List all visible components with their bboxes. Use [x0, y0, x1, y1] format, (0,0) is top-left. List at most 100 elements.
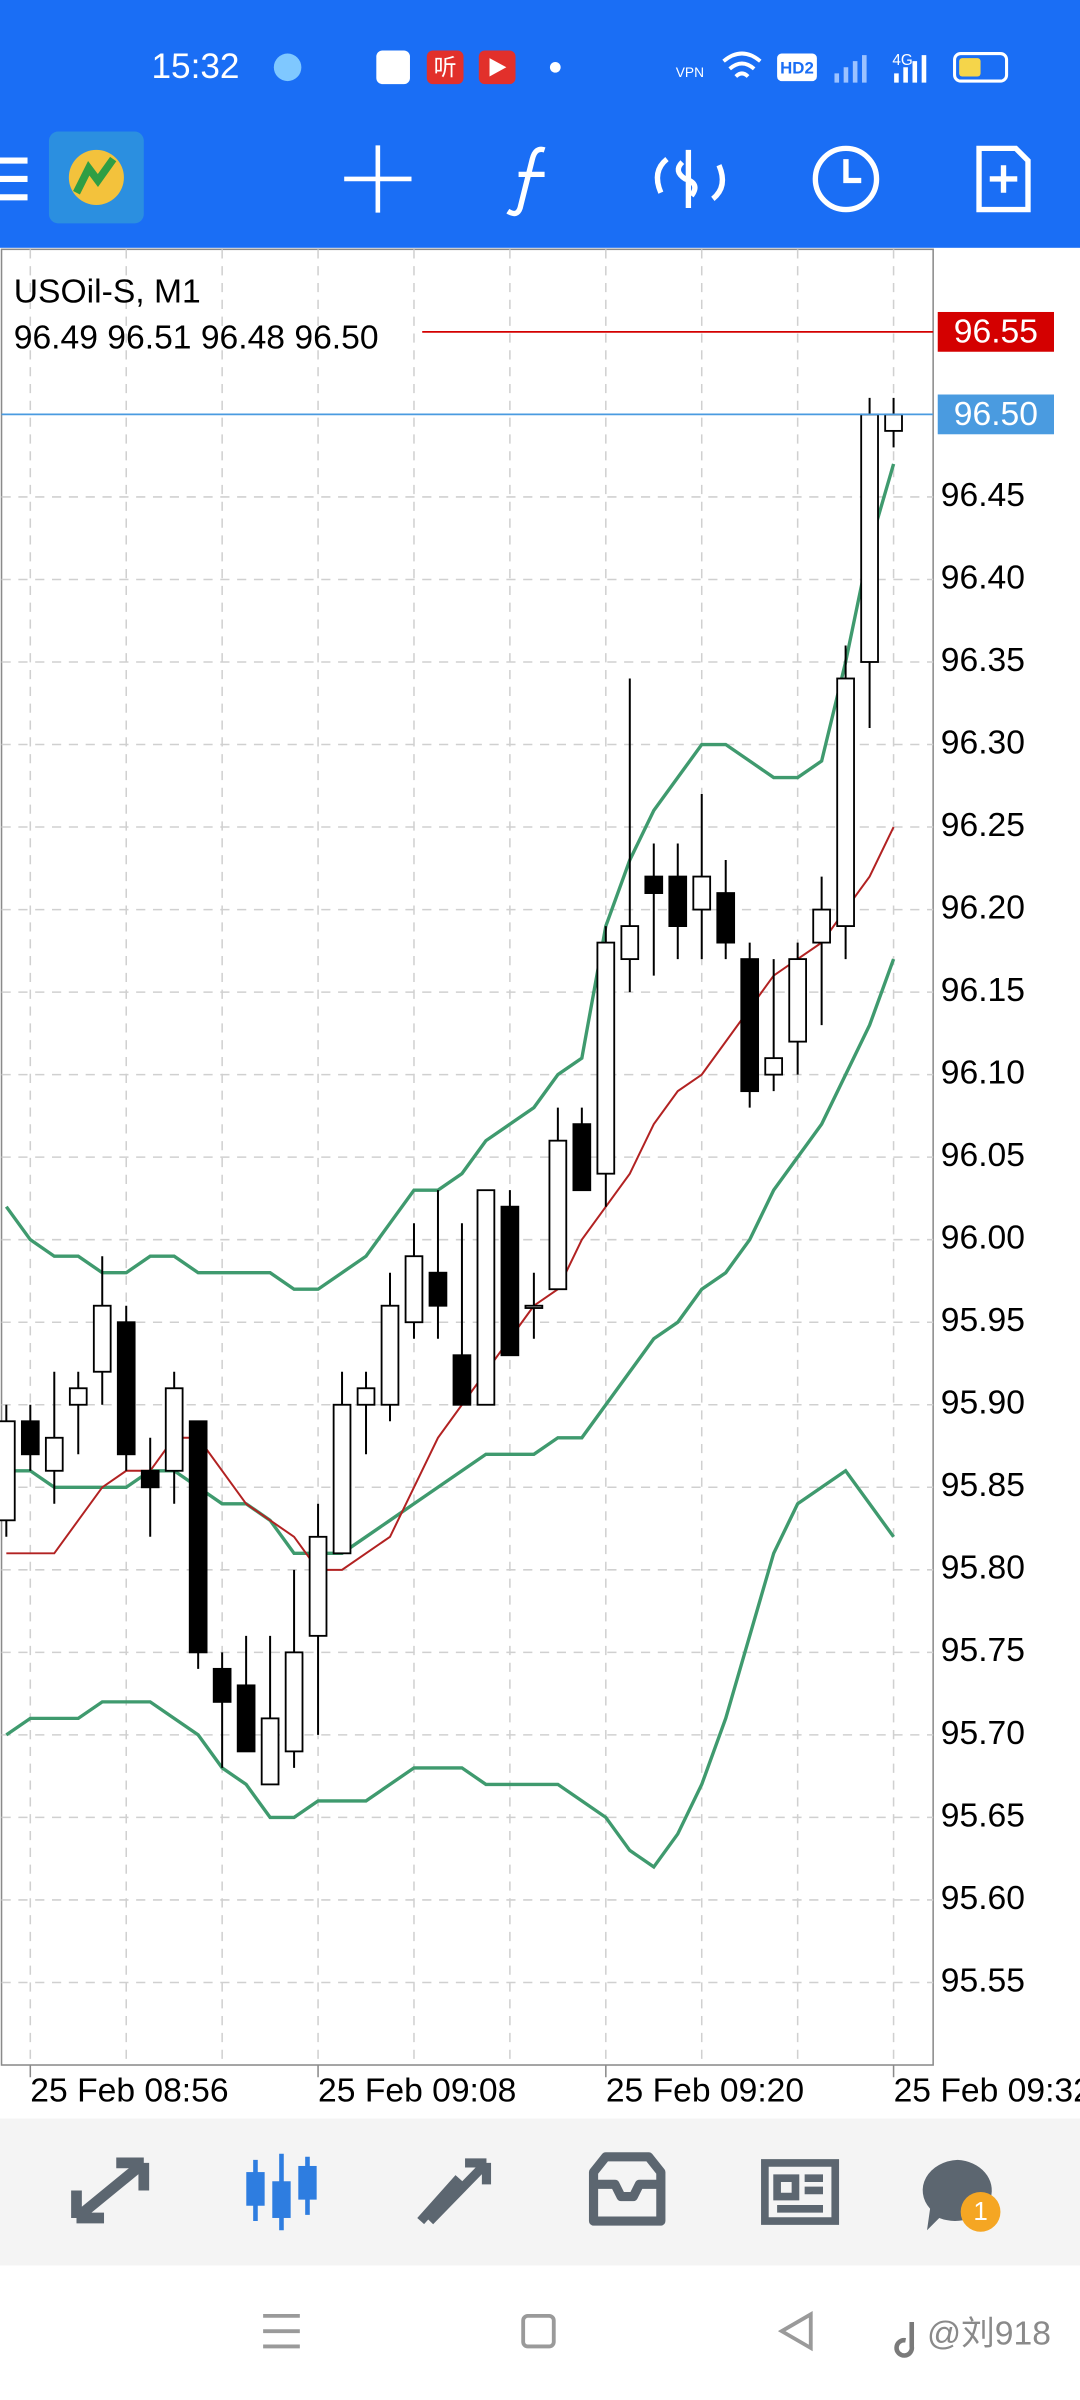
- crosshair-button[interactable]: [344, 145, 412, 213]
- candle-body: [500, 1205, 520, 1357]
- candle-body: [740, 958, 760, 1093]
- y-tick-label: 96.00: [941, 1220, 1025, 1257]
- status-signal: [834, 55, 867, 83]
- status-icon: [376, 50, 410, 85]
- y-tick-label: 95.75: [941, 1632, 1025, 1669]
- y-tick-label: 95.90: [941, 1385, 1025, 1422]
- candle-body: [116, 1321, 136, 1456]
- y-tick-label: 95.85: [941, 1467, 1025, 1504]
- header-background: [0, 0, 1080, 248]
- candle-body: [332, 1403, 352, 1555]
- trade-tab[interactable]: [417, 2158, 492, 2225]
- candle-body: [836, 677, 855, 928]
- trade-button[interactable]: [654, 149, 726, 209]
- candle-body: [644, 875, 664, 894]
- status-network: 4G: [892, 52, 912, 69]
- candle-body: [884, 413, 903, 432]
- chart-tab-icon: [272, 2181, 291, 2218]
- watermark-logo: [894, 2321, 915, 2358]
- system-back[interactable]: [777, 2311, 813, 2352]
- status-signal: [894, 55, 927, 83]
- indicators-button[interactable]: [506, 146, 546, 217]
- candle-body: [548, 1139, 568, 1291]
- x-tick-label: 25 Feb 09:20: [606, 2072, 804, 2109]
- candle-body: [284, 1651, 304, 1753]
- candle-body: [404, 1255, 424, 1324]
- system-home[interactable]: [521, 2313, 556, 2349]
- chart-tab[interactable]: [246, 2153, 317, 2231]
- messages-badge: [960, 2191, 1001, 2232]
- quotes-tab[interactable]: [71, 2157, 150, 2224]
- y-tick-label: 95.55: [941, 1962, 1025, 1999]
- templates-button[interactable]: [976, 145, 1031, 213]
- status-time: 15:32: [151, 47, 239, 86]
- ohlc-readout: 96.49 96.51 96.48 96.50: [14, 319, 379, 356]
- indicator-line: [5, 1468, 895, 1870]
- candle-body: [212, 1667, 232, 1703]
- y-tick-label: 96.10: [941, 1055, 1025, 1092]
- history-tab[interactable]: [588, 2152, 666, 2226]
- candle-body: [620, 925, 640, 961]
- y-tick-label: 96.30: [941, 724, 1025, 761]
- candle-body: [692, 875, 712, 911]
- candle-body: [452, 1354, 472, 1406]
- menu-button[interactable]: [0, 157, 28, 201]
- y-tick-label: 95.80: [941, 1550, 1025, 1587]
- candle-body: [44, 1436, 64, 1472]
- x-tick-label: 25 Feb 09:08: [318, 2072, 516, 2109]
- candle-body: [308, 1535, 328, 1637]
- price-label: 96.55: [954, 313, 1038, 350]
- chart-tab-icon: [246, 2172, 265, 2206]
- candle-body: [764, 1057, 784, 1076]
- y-tick-label: 95.60: [941, 1880, 1025, 1917]
- messages-badge-count: 1: [973, 2196, 987, 2226]
- candle-body: [476, 1189, 496, 1406]
- price-label: 96.50: [954, 396, 1038, 433]
- status-dot: [549, 61, 561, 73]
- candle-body: [812, 908, 831, 944]
- candle-body: [236, 1684, 256, 1753]
- candle-body: [380, 1304, 400, 1406]
- status-battery: [953, 52, 1009, 83]
- candle-body: [428, 1271, 448, 1307]
- chart-tab-icon: [298, 2165, 317, 2200]
- status-hd-text: HD2: [780, 58, 814, 77]
- y-tick-label: 96.35: [941, 642, 1025, 679]
- system-menu[interactable]: [263, 2313, 300, 2349]
- x-tick-label: 25 Feb 08:56: [30, 2072, 228, 2109]
- period-button[interactable]: [812, 145, 880, 213]
- status-vpn: VPN: [676, 65, 704, 80]
- candle-body: [716, 892, 736, 944]
- candle-body: [188, 1420, 208, 1654]
- price-label-box: [937, 311, 1054, 352]
- plot: [0, 249, 934, 2066]
- candle-body: [140, 1469, 160, 1489]
- status-icon: [273, 53, 302, 82]
- status-icon: [489, 58, 507, 77]
- chart-title: USOil-S, M1: [14, 274, 201, 311]
- y-tick-label: 95.65: [941, 1797, 1025, 1834]
- y-tick-label: 96.05: [941, 1137, 1025, 1174]
- watermark: @刘918: [927, 2315, 1051, 2353]
- indicator-line: [4, 463, 896, 1291]
- y-tick-label: 96.15: [941, 972, 1025, 1009]
- candle-body: [260, 1717, 280, 1786]
- candle-body: [860, 413, 879, 663]
- news-tab[interactable]: [761, 2159, 840, 2225]
- y-tick-label: 95.95: [941, 1302, 1025, 1339]
- app-logo-mark: [73, 156, 117, 195]
- bottom-nav-background: [0, 2118, 1080, 2266]
- candle-body: [596, 941, 616, 1175]
- candle-body: [668, 875, 688, 928]
- candle-body: [788, 958, 807, 1043]
- x-tick-label: 25 Feb 09:32: [894, 2072, 1080, 2109]
- status-wifi: [722, 51, 762, 78]
- status-icon: [426, 50, 464, 85]
- status-battery-level: [959, 58, 981, 77]
- y-tick-label: 96.20: [941, 889, 1025, 926]
- candle-body: [0, 1420, 16, 1522]
- candle-body: [356, 1387, 376, 1406]
- y-tick-label: 96.40: [941, 559, 1025, 596]
